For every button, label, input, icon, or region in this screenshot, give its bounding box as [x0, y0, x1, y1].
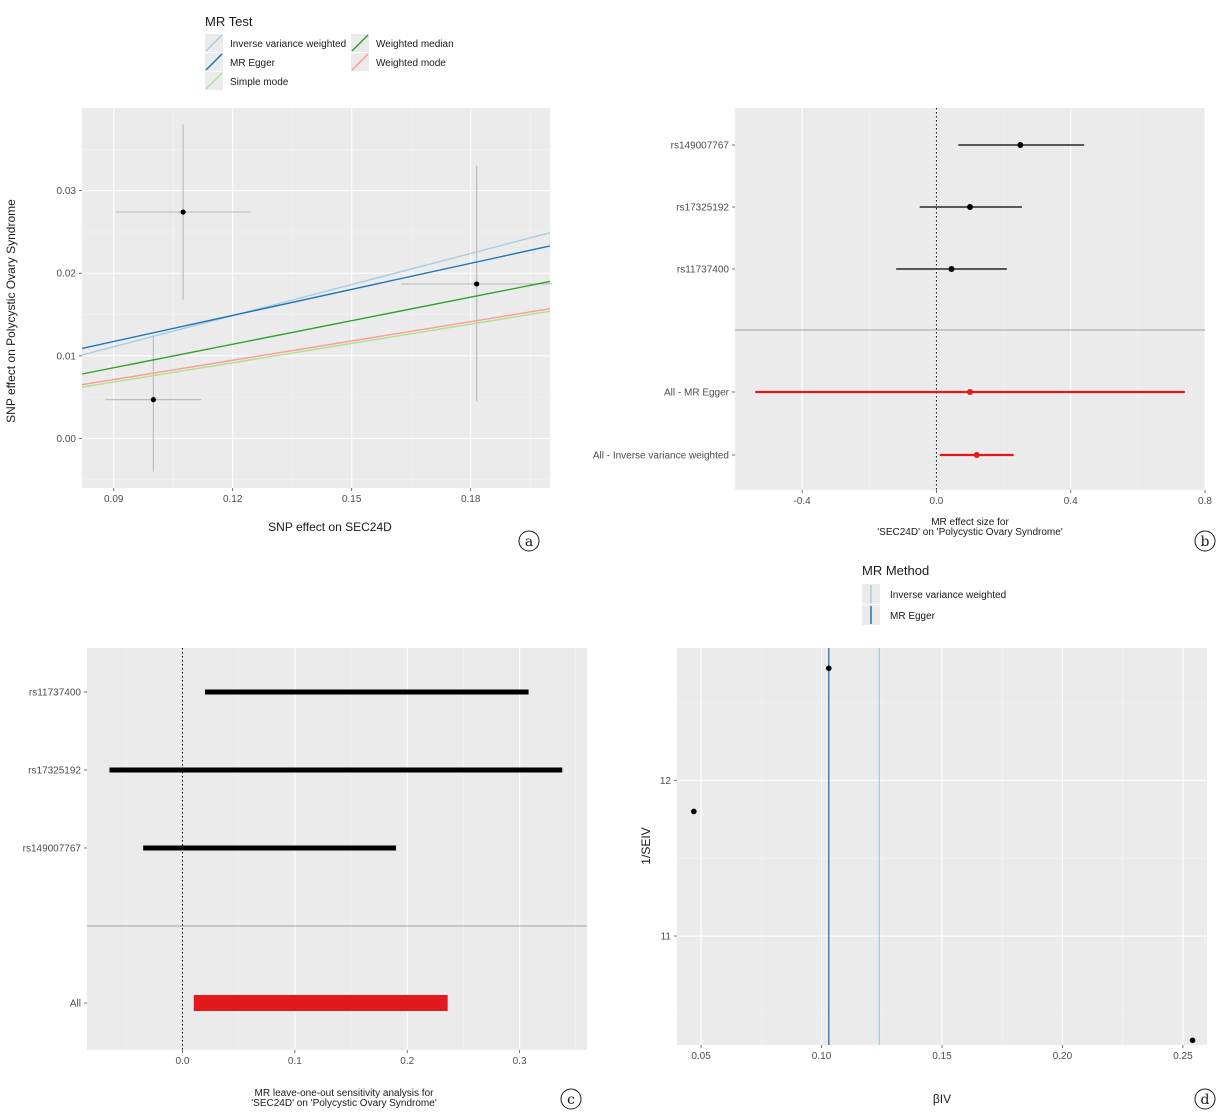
- data-point: [474, 281, 480, 287]
- legend-key-line: [205, 72, 223, 90]
- x-tick-label: 0.15: [932, 1051, 952, 1062]
- legend-title: MR Method: [862, 563, 929, 578]
- x-axis-title: βIV: [933, 1092, 951, 1106]
- x-tick-label: 0.0: [929, 496, 943, 507]
- legend-entry: MR Egger: [230, 58, 276, 69]
- point-estimate: [1017, 142, 1024, 148]
- data-point: [691, 808, 697, 815]
- y-tick-label: 0.02: [57, 269, 77, 280]
- legend-mr-method: MR Method Inverse variance weighted MR Egg…: [862, 563, 1006, 625]
- panel-a: MR Test Inverse variance weighted MR Egger…: [4, 14, 552, 552]
- panel-label-d: d: [1201, 1092, 1210, 1108]
- panel-label-a: a: [525, 534, 533, 550]
- row-label: All - MR Egger: [664, 388, 730, 399]
- panel-d: MR Method Inverse variance weighted MR Egg…: [639, 563, 1216, 1110]
- x-tick-label: 0.2: [400, 1056, 414, 1067]
- row-label: All - Inverse variance weighted: [593, 451, 729, 462]
- regression-line: [81, 245, 551, 350]
- point-estimate: [366, 690, 370, 694]
- x-axis-title: MR effect size for 'SEC24D' on 'Polycysti…: [877, 517, 1063, 538]
- data-point: [825, 665, 832, 672]
- x-tick-label: 0.15: [342, 494, 362, 505]
- regression-line: [81, 308, 551, 386]
- y-axis-title: SNP effect on Polycystic Ovary Syndrome: [4, 199, 18, 423]
- y-tick-label: 0.03: [57, 186, 77, 197]
- panel-label-circle: [1194, 1088, 1216, 1110]
- regression-line: [81, 310, 551, 388]
- data-point: [1189, 1037, 1196, 1044]
- panel-label-circle: [560, 1088, 582, 1110]
- x-axis-title: SNP effect on SEC24D: [268, 520, 392, 534]
- x-tick-label: 0.0: [176, 1056, 190, 1067]
- panel-label-c: c: [567, 1092, 575, 1108]
- plot-background: [82, 108, 550, 488]
- point-estimate: [973, 452, 980, 458]
- x-tick-label: 0.25: [1173, 1051, 1193, 1062]
- x-tick-label: 0.05: [691, 1051, 711, 1062]
- row-label: rs11737400: [29, 688, 82, 699]
- x-tick-label: 0.09: [104, 494, 124, 505]
- y-tick-label: 0.00: [57, 434, 77, 445]
- row-label: rs149007767: [23, 844, 82, 855]
- data-point: [150, 397, 156, 403]
- panel-label-circle: [1194, 530, 1216, 552]
- legend-title: MR Test: [205, 14, 253, 29]
- regression-line: [81, 232, 551, 356]
- x-tick-label: 0.4: [1064, 496, 1078, 507]
- legend-key-line: [351, 34, 369, 52]
- legend-entry: MR Egger: [890, 611, 936, 622]
- x-tick-label: 0.1: [288, 1056, 302, 1067]
- plot-background: [735, 108, 1205, 490]
- legend-entry: Inverse variance weighted: [890, 590, 1006, 601]
- x-tick-label: 0.10: [812, 1051, 832, 1062]
- legend-key-line: [351, 53, 369, 71]
- legend-entry: Inverse variance weighted: [230, 39, 346, 50]
- legend-mr-test: MR Test Inverse variance weighted MR Egger…: [205, 14, 454, 90]
- data-point: [180, 209, 186, 215]
- x-axis-title: MR leave-one-out sensitivity analysis fo…: [251, 1088, 437, 1109]
- point-estimate: [967, 389, 973, 395]
- legend-entry: Weighted median: [376, 39, 454, 50]
- y-tick-label: 12: [660, 776, 672, 787]
- x-tick-label: 0.18: [461, 494, 481, 505]
- row-label: rs149007767: [671, 141, 730, 152]
- legend-key-line: [205, 53, 223, 71]
- legend-entry: Simple mode: [230, 77, 289, 88]
- point-estimate: [967, 204, 973, 210]
- y-tick-label: 0.01: [57, 351, 77, 362]
- y-tick-label: 11: [661, 932, 672, 943]
- point-estimate: [319, 1001, 323, 1005]
- legend-key-line: [205, 34, 223, 52]
- row-label: rs17325192: [676, 203, 729, 214]
- point-estimate: [334, 768, 338, 772]
- regression-line: [81, 280, 551, 375]
- row-label: rs11737400: [677, 265, 730, 276]
- y-axis-title: 1/SEIV: [639, 827, 653, 864]
- x-tick-label: 0.12: [223, 494, 243, 505]
- x-tick-label: 0.3: [513, 1056, 527, 1067]
- legend-entry: Weighted mode: [376, 58, 446, 69]
- row-label: All: [70, 999, 81, 1010]
- row-label: rs17325192: [28, 766, 81, 777]
- x-tick-label: -0.4: [794, 496, 812, 507]
- panel-label-circle: [518, 530, 540, 552]
- point-estimate: [267, 846, 271, 850]
- point-estimate: [948, 266, 955, 272]
- panel-label-b: b: [1201, 534, 1210, 550]
- panel-c: rs11737400 rs17325192 rs149007767 All 0.0 0.1…: [23, 648, 587, 1110]
- panel-b: rs149007767 rs17325192 rs11737400 All - MR …: [593, 108, 1216, 552]
- x-tick-label: 0.8: [1198, 496, 1212, 507]
- x-tick-label: 0.20: [1053, 1051, 1073, 1062]
